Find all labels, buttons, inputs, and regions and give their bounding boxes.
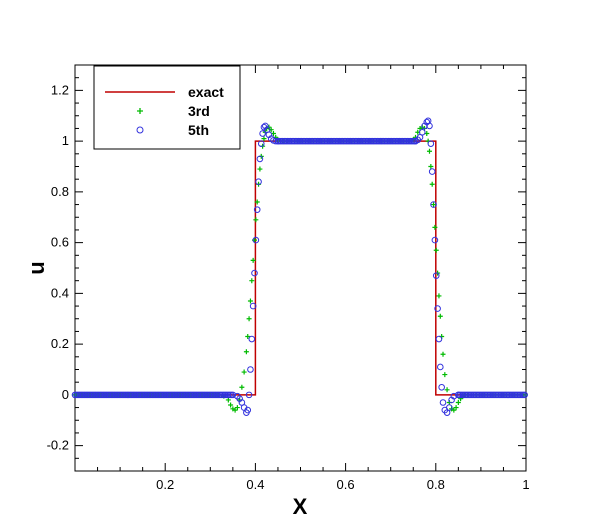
y-tick-label: 0 [62, 387, 69, 402]
point-5th [435, 335, 443, 343]
point-5th [450, 392, 458, 400]
point-5th [262, 122, 269, 130]
y-tick-label: 1 [62, 133, 69, 148]
point-3rd [453, 405, 459, 411]
legend: exact 3rd 5th [93, 65, 241, 150]
point-3rd [234, 405, 240, 411]
point-5th [251, 269, 258, 277]
series-exact [75, 140, 526, 396]
point-5th [245, 391, 253, 399]
point-3rd [437, 313, 443, 319]
y-tick-labels: -0.2 0 0.2 0.4 0.6 0.8 1 1.2 [47, 82, 69, 452]
point-5th [437, 363, 444, 371]
point-5th [257, 140, 265, 147]
x-tick-label: 0.6 [337, 477, 355, 492]
y-tick-label: 0.2 [51, 336, 69, 351]
point-3rd [436, 293, 442, 299]
point-3rd [228, 402, 234, 408]
x-tick-label: 0.2 [156, 477, 174, 492]
data-series [71, 117, 528, 416]
y-tick-label: -0.2 [47, 438, 69, 453]
y-tick-label: 0.8 [51, 184, 69, 199]
legend-box [93, 65, 241, 150]
point-5th [455, 391, 462, 399]
point-5th [274, 137, 282, 145]
point-5th [255, 178, 262, 186]
point-5th [244, 406, 252, 414]
series-line-exact [75, 140, 526, 396]
point-5th [256, 155, 264, 163]
point-3rd [440, 351, 446, 357]
point-3rd [253, 217, 259, 223]
point-3rd [455, 399, 461, 405]
point-3rd [451, 407, 457, 413]
point-5th [446, 404, 453, 411]
point-5th [247, 366, 254, 373]
point-3rd [250, 257, 256, 263]
point-3rd [257, 166, 263, 172]
legend-label-exact: exact [188, 84, 224, 100]
legend-label-5th: 5th [188, 122, 209, 138]
point-3rd [429, 181, 435, 187]
point-5th [439, 399, 447, 406]
point-5th [229, 391, 237, 399]
point-3rd [241, 369, 247, 375]
point-3rd [246, 316, 252, 322]
point-3rd [442, 372, 448, 378]
point-5th [428, 168, 436, 175]
point-3rd [225, 397, 231, 403]
point-3rd [249, 278, 255, 284]
legend-swatch-3rd [137, 108, 143, 114]
point-3rd [431, 202, 437, 208]
point-3rd [261, 136, 267, 142]
y-tick-label: 0.4 [51, 285, 69, 300]
legend-swatch-5th [136, 126, 144, 134]
y-tick-label: 1.2 [51, 82, 69, 97]
x-tick-label: 0.8 [427, 477, 445, 492]
point-3rd [426, 148, 432, 154]
point-5th [431, 236, 439, 244]
series-3rd [72, 124, 528, 413]
x-axis-title: X [293, 494, 308, 519]
point-5th [430, 201, 437, 208]
point-3rd [428, 164, 434, 169]
point-3rd [239, 384, 245, 390]
point-5th [418, 128, 426, 136]
point-3rd [245, 334, 251, 340]
point-5th [521, 391, 528, 399]
point-5th [249, 302, 257, 310]
point-5th [438, 383, 445, 391]
point-5th [432, 272, 440, 279]
point-3rd [254, 199, 260, 205]
point-5th [248, 335, 256, 343]
point-5th [252, 236, 260, 244]
point-3rd [444, 387, 450, 393]
point-3rd [432, 224, 438, 230]
y-tick-label: 0.6 [51, 235, 69, 250]
x-tick-label: 0.4 [246, 477, 264, 492]
x-tick-label: 1 [522, 477, 529, 492]
point-3rd [243, 349, 249, 355]
legend-label-3rd: 3rd [188, 103, 210, 119]
point-5th [253, 206, 261, 213]
series-5th [71, 117, 528, 416]
point-5th [434, 305, 441, 312]
point-5th [427, 140, 435, 147]
x-tick-labels: 0.2 0.4 0.6 0.8 1 [156, 477, 529, 492]
point-3rd [232, 407, 238, 413]
point-3rd [247, 298, 253, 304]
point-5th [272, 137, 279, 145]
y-axis-title: u [24, 261, 49, 274]
point-3rd [433, 247, 439, 253]
point-5th [259, 130, 266, 137]
point-5th [426, 122, 433, 130]
